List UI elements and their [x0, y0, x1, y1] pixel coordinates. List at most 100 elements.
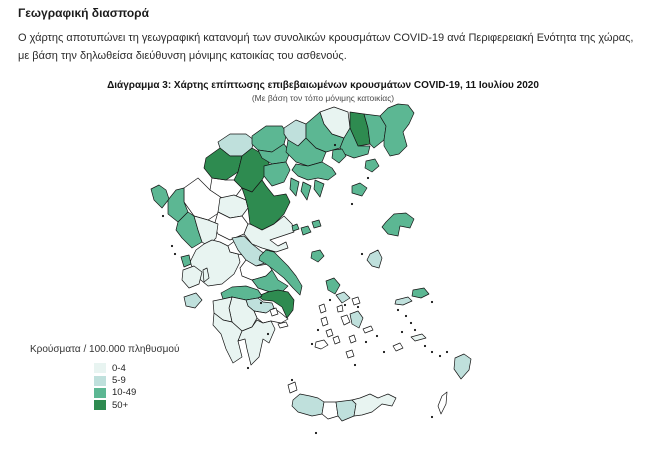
- region-serifos: [325, 328, 334, 338]
- islet-dot: [409, 321, 413, 325]
- region-chalkidiki-sithonia: [300, 181, 312, 201]
- region-kavala: [339, 127, 371, 159]
- islet-dot: [366, 176, 370, 180]
- islet-dot: [173, 252, 177, 256]
- islet-dot: [375, 334, 379, 338]
- region-milos: [314, 339, 329, 350]
- legend-swatch: [94, 375, 106, 386]
- region-kythira: [287, 381, 298, 394]
- region-chalkidiki-kassandra: [289, 177, 300, 197]
- region-laconia: [237, 319, 276, 366]
- islet-dot: [290, 378, 294, 382]
- region-ios: [348, 334, 357, 344]
- region-rhodes: [453, 353, 472, 380]
- region-drama: [319, 106, 351, 139]
- greece-map-svg: [150, 103, 472, 435]
- legend-item-50+: 50+: [30, 399, 250, 411]
- region-sifnos: [332, 335, 341, 345]
- legend-swatch: [94, 363, 106, 374]
- islet-dot: [353, 363, 357, 367]
- islet-dot: [430, 350, 434, 354]
- region-karpathos: [437, 391, 448, 415]
- region-magnesia: [243, 215, 295, 253]
- region-syros: [336, 304, 344, 313]
- islet-dot: [246, 366, 250, 370]
- legend-title: Κρούσματα / 100.000 πληθυσμού: [30, 344, 180, 355]
- region-aegina: [269, 307, 279, 317]
- islet-dot: [266, 332, 270, 336]
- region-astypalaia: [392, 342, 404, 352]
- region-grevena: [209, 177, 243, 199]
- islet-dot: [316, 328, 320, 332]
- islet-dot: [350, 202, 354, 206]
- region-chania: [291, 393, 325, 417]
- islet-dot: [259, 301, 263, 305]
- legend-item-10-49: 10-49: [30, 387, 250, 399]
- islet-dot: [310, 342, 314, 346]
- region-kea: [318, 303, 327, 314]
- region-paros: [340, 314, 351, 326]
- islet-dot: [423, 344, 427, 348]
- region-messinia: [212, 312, 243, 364]
- islet-dot: [400, 330, 404, 334]
- region-ikaria: [394, 296, 413, 306]
- region-imathia: [257, 143, 291, 165]
- region-alonnisos: [311, 219, 322, 229]
- legend-label: 5-9: [112, 375, 126, 387]
- region-kythnos: [320, 316, 329, 327]
- region-limnos: [351, 182, 368, 197]
- region-evros: [379, 103, 415, 157]
- region-mykonos: [351, 296, 361, 306]
- legend-swatch: [94, 400, 106, 411]
- region-rethymno: [321, 401, 339, 420]
- section-heading: Γεωγραφική διασπορά: [18, 6, 149, 20]
- islet-dot: [413, 328, 417, 332]
- islet-dot: [170, 244, 174, 248]
- region-zakynthos: [183, 292, 203, 309]
- region-chios: [366, 249, 383, 269]
- islet-dot: [430, 300, 434, 304]
- region-santorini: [345, 349, 355, 359]
- islet-dot: [328, 298, 332, 302]
- region-ithaca: [202, 267, 210, 283]
- intro-paragraph: Ο χάρτης αποτυπώνει τη γεωγραφική κατανο…: [18, 32, 634, 62]
- region-thesprotia: [167, 187, 189, 223]
- region-naxos: [349, 310, 364, 329]
- figure-subtitle: (Με βάση τον τόπο μόνιμης κατοικίας): [251, 93, 395, 103]
- region-amorgos: [362, 325, 374, 334]
- islet-dot: [343, 303, 347, 307]
- region-tinos: [335, 291, 351, 304]
- legend-rows: 0-4 5-9 10-49 50+: [30, 362, 250, 412]
- legend-swatch: [94, 387, 106, 398]
- region-boeotia: [251, 269, 289, 293]
- region-heraklion: [335, 399, 357, 422]
- islet-dot: [333, 143, 337, 147]
- region-pieria: [263, 161, 291, 187]
- region-lasithi: [351, 393, 397, 417]
- region-attica: [257, 289, 295, 319]
- legend-label: 0-4: [112, 362, 126, 374]
- region-samothrace: [364, 158, 380, 173]
- region-thasos: [331, 148, 347, 164]
- region-skopelos: [300, 225, 312, 236]
- legend-item-0-4: 0-4: [30, 362, 250, 374]
- legend-label: 50+: [112, 399, 129, 411]
- region-arta: [193, 215, 219, 247]
- islet-dot: [364, 340, 368, 344]
- region-samos: [411, 287, 430, 299]
- map-legend: Κρούσματα / 100.000 πληθυσμού 0-4 5-9 10-4…: [30, 344, 250, 412]
- region-andros: [325, 277, 341, 295]
- region-skyros: [310, 249, 325, 263]
- islet-dot: [382, 350, 386, 354]
- islet-dot: [360, 252, 364, 256]
- islet-dot: [445, 350, 449, 354]
- region-chalkidiki: [291, 161, 337, 181]
- figure-title: Διάγραμμα 3: Χάρτης επίπτωσης επιβεβαιωμ…: [107, 80, 539, 91]
- region-skiathos: [291, 223, 300, 232]
- islet-dot: [356, 305, 360, 309]
- region-chalkidiki-athos: [313, 179, 325, 198]
- islet-dot: [396, 308, 400, 312]
- islet-dot: [438, 354, 442, 358]
- region-kefalonia: [181, 265, 203, 289]
